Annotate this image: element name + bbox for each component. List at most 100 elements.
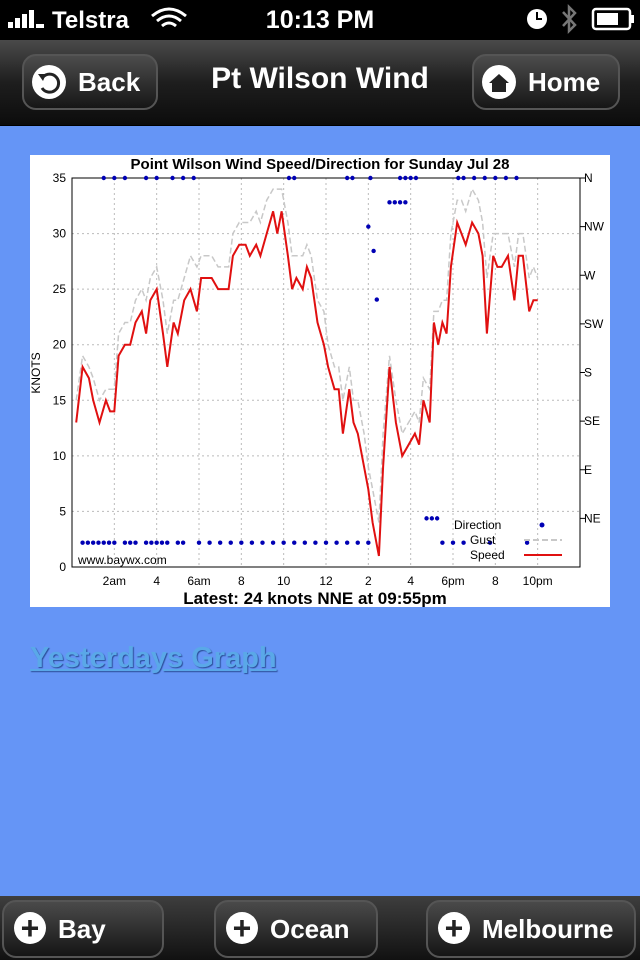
status-bar: Telstra 10:13 PM — [0, 0, 640, 40]
battery-tip — [631, 15, 634, 23]
y2-tick-label: SE — [584, 414, 600, 428]
clock: 10:13 PM — [266, 6, 374, 34]
direction-dot — [313, 540, 318, 545]
carrier: Telstra — [52, 7, 130, 34]
tab-label: Ocean — [270, 914, 350, 944]
direction-dot — [392, 200, 397, 205]
tab-button[interactable]: + Melbourne — [426, 900, 636, 958]
home-glyph — [489, 74, 509, 92]
plus-icon: + — [14, 912, 46, 944]
x-tick-label: 6am — [187, 574, 210, 588]
direction-dot — [302, 540, 308, 545]
x-tick-label: 2am — [103, 574, 126, 588]
back-button[interactable]: Back — [22, 54, 158, 110]
direction-dot — [493, 175, 498, 181]
direction-dot — [180, 175, 186, 181]
tab-label: Melbourne — [482, 914, 614, 944]
direction-dot — [196, 540, 202, 545]
direction-dot — [424, 516, 429, 521]
tab-button[interactable]: + Bay — [2, 900, 164, 958]
signal-bar — [22, 14, 27, 28]
plus-icon: + — [226, 912, 258, 944]
direction-dot — [159, 540, 165, 545]
y-tick-label: 25 — [53, 282, 67, 296]
direction-dot — [487, 540, 493, 545]
x-tick-label: 4 — [407, 574, 414, 588]
battery — [591, 7, 632, 31]
watermark: www.baywx.com — [77, 553, 167, 567]
direction-dot — [122, 540, 128, 545]
direction-dot — [101, 175, 106, 181]
direction-dot — [149, 540, 154, 545]
tab-bar: + Bay + Ocean + Melbourne — [0, 896, 640, 960]
x-tick-label: 10 — [277, 574, 291, 588]
x-tick-label: 12 — [319, 574, 333, 588]
direction-dot — [387, 200, 392, 205]
direction-dot — [350, 175, 355, 181]
x-tick-label: 4 — [153, 574, 160, 588]
direction-dot — [413, 175, 419, 181]
yesterday-link[interactable]: Yesterdays Graph — [30, 642, 277, 674]
direction-dot — [434, 516, 440, 521]
direction-dot — [133, 540, 138, 545]
x-tick-label: 6pm — [441, 574, 464, 588]
y2-tick-label: W — [584, 268, 596, 282]
direction-dot — [514, 175, 519, 181]
direction-dot — [85, 540, 91, 545]
direction-dot — [112, 175, 117, 181]
series-line — [75, 187, 539, 523]
y-tick-label: 10 — [53, 449, 67, 463]
legend-label: Gust — [470, 533, 496, 547]
direction-dot — [228, 540, 233, 545]
plot-frame — [71, 177, 581, 568]
direction-dot — [524, 540, 530, 545]
direction-dot — [323, 540, 329, 545]
direction-dot — [408, 175, 413, 181]
direction-dot — [154, 175, 159, 181]
back-icon — [32, 65, 66, 99]
direction-dot — [344, 540, 350, 545]
legend-label: Direction — [454, 518, 501, 532]
home-icon — [482, 65, 516, 99]
direction-dot — [128, 540, 133, 545]
direction-dot — [122, 175, 128, 181]
direction-dot — [191, 175, 196, 181]
chart-image: Point Wilson Wind Speed/Direction for Su… — [29, 155, 610, 608]
y2-tick-label: S — [584, 366, 592, 380]
signal-bar — [29, 10, 34, 28]
direction-dot — [239, 540, 244, 545]
chart-title: Point Wilson Wind Speed/Direction for Su… — [131, 156, 510, 173]
direction-dot — [450, 540, 456, 545]
tab-label: Bay — [58, 914, 106, 944]
chart: Point Wilson Wind Speed/Direction for Su… — [29, 156, 605, 608]
direction-dot — [403, 200, 408, 205]
direction-dot — [397, 200, 403, 205]
y-tick-label: 30 — [53, 227, 67, 241]
y-tick-label: 15 — [53, 393, 67, 407]
direction-dot — [143, 540, 149, 545]
direction-dot — [344, 175, 350, 181]
direction-dot — [482, 175, 487, 181]
series-line — [75, 211, 538, 557]
direction-dot — [292, 540, 297, 545]
direction-dot — [397, 175, 403, 181]
direction-dot — [90, 540, 96, 545]
back-label: Back — [78, 67, 141, 97]
home-button[interactable]: Home — [472, 54, 620, 110]
direction-dot — [366, 540, 371, 545]
y2-tick-label: SW — [584, 317, 604, 331]
direction-dot — [180, 540, 186, 545]
legend-marker — [539, 522, 545, 528]
plus-icon: + — [438, 912, 470, 944]
y2-tick-label: N — [584, 171, 593, 185]
tab-button[interactable]: + Ocean — [214, 900, 378, 958]
direction-dot — [286, 175, 292, 181]
home-label: Home — [528, 67, 601, 97]
direction-dot — [471, 175, 477, 181]
status-icons: Telstra 10:13 PM — [8, 3, 634, 35]
nav-title: Pt Wilson Wind — [211, 62, 429, 95]
y2-tick-label: NE — [584, 511, 601, 525]
direction-dot — [292, 175, 297, 181]
y-tick-label: 5 — [59, 504, 66, 518]
signal-bar — [36, 24, 44, 28]
